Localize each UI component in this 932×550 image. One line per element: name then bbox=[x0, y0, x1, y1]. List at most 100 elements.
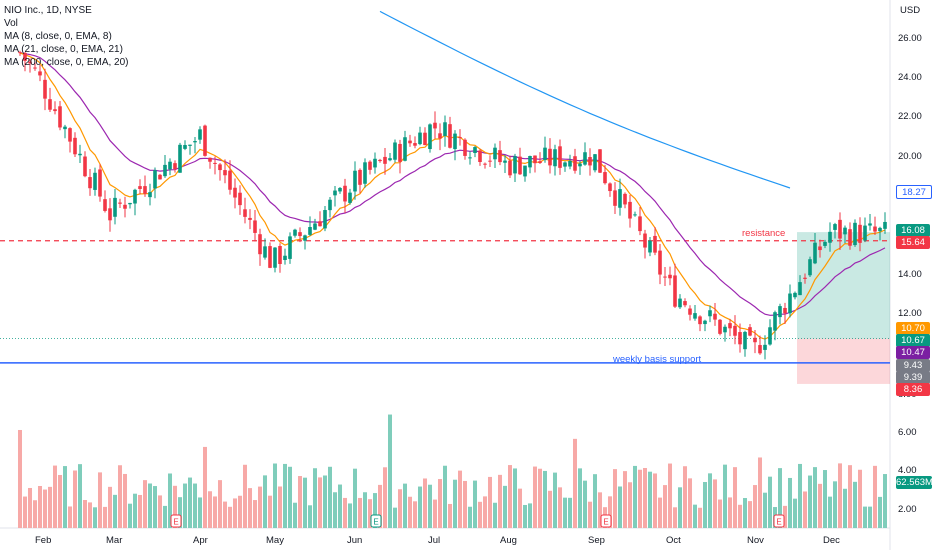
volume-bar bbox=[443, 465, 447, 528]
volume-bar bbox=[663, 485, 667, 528]
volume-bar bbox=[868, 506, 872, 528]
candle bbox=[883, 221, 887, 229]
earnings-label: E bbox=[603, 518, 608, 527]
candle bbox=[583, 152, 587, 165]
candle bbox=[823, 241, 827, 246]
candle bbox=[808, 259, 812, 276]
volume-tick: 4.00 bbox=[898, 465, 917, 476]
candle bbox=[33, 67, 37, 69]
ma8-indicator-label[interactable]: MA (8, close, 0, EMA, 8) bbox=[4, 31, 112, 42]
volume-bar bbox=[188, 477, 192, 528]
price-tick: 14.00 bbox=[898, 269, 922, 280]
candle bbox=[218, 164, 222, 171]
candle bbox=[783, 307, 787, 314]
position-stop-zone bbox=[797, 338, 890, 384]
candle bbox=[688, 308, 692, 315]
candle bbox=[278, 246, 282, 265]
candle bbox=[83, 156, 87, 177]
candle bbox=[343, 185, 347, 202]
volume-bar bbox=[438, 479, 442, 528]
candle bbox=[213, 162, 217, 164]
candle bbox=[388, 158, 392, 161]
candle bbox=[483, 163, 487, 165]
volume-bar bbox=[673, 507, 677, 528]
volume-bar bbox=[863, 506, 867, 528]
volume-bar bbox=[653, 473, 657, 528]
symbol-title[interactable]: NIO Inc., 1D, NYSE bbox=[4, 5, 92, 16]
position-target-zone bbox=[797, 232, 890, 339]
candle bbox=[88, 177, 92, 189]
candle bbox=[413, 143, 417, 146]
volume-bar bbox=[733, 467, 737, 528]
candle bbox=[363, 162, 367, 184]
candle bbox=[318, 221, 322, 227]
candle bbox=[423, 132, 427, 146]
candle bbox=[613, 190, 617, 206]
volume-bar bbox=[658, 497, 662, 528]
volume-bar bbox=[403, 483, 407, 528]
volume-bar bbox=[158, 495, 162, 528]
resistance-label[interactable]: resistance bbox=[742, 228, 786, 239]
candle bbox=[668, 274, 672, 279]
ma200-indicator-label[interactable]: MA (200, close, 0, EMA, 20) bbox=[4, 57, 129, 68]
candle bbox=[508, 160, 512, 176]
entry-price-tag: 9.39 bbox=[896, 371, 930, 384]
volume-bar bbox=[543, 470, 547, 528]
volume-bar bbox=[283, 463, 287, 528]
volume-bar bbox=[358, 497, 362, 528]
volume-bar bbox=[763, 492, 767, 528]
candle bbox=[138, 186, 142, 189]
volume-bar bbox=[93, 507, 97, 528]
volume-bar bbox=[878, 496, 882, 528]
candle bbox=[193, 141, 197, 143]
candle bbox=[398, 143, 402, 162]
volume-bar bbox=[328, 466, 332, 528]
volume-bar bbox=[648, 471, 652, 528]
candle bbox=[203, 125, 207, 156]
volume-bar bbox=[463, 480, 467, 528]
time-tick: May bbox=[266, 535, 284, 546]
volume-bar bbox=[558, 487, 562, 528]
candle bbox=[623, 193, 627, 205]
support-label[interactable]: weekly basis support bbox=[613, 354, 702, 365]
ma8-line bbox=[19, 52, 886, 340]
volume-bar bbox=[693, 504, 697, 528]
candle bbox=[283, 255, 287, 260]
volume-bar bbox=[48, 486, 52, 528]
volume-bar bbox=[718, 499, 722, 528]
candle bbox=[763, 344, 767, 350]
candle bbox=[523, 165, 527, 177]
candle bbox=[683, 301, 687, 306]
volume-bar bbox=[18, 429, 22, 528]
volume-bar bbox=[143, 480, 147, 528]
ma21-indicator-label[interactable]: MA (21, close, 0, EMA, 21) bbox=[4, 44, 123, 55]
candle bbox=[298, 232, 302, 237]
candle bbox=[78, 153, 82, 156]
price-tick: 24.00 bbox=[898, 72, 922, 83]
candle bbox=[163, 164, 167, 177]
candle bbox=[813, 242, 817, 264]
candle bbox=[868, 223, 872, 226]
candle bbox=[98, 169, 102, 197]
volume-bar bbox=[378, 484, 382, 528]
candle bbox=[418, 132, 422, 145]
candle bbox=[178, 144, 182, 173]
volume-bar bbox=[573, 438, 577, 528]
volume-bar bbox=[278, 486, 282, 528]
volume-bar bbox=[353, 468, 357, 528]
candle bbox=[288, 236, 292, 259]
candle bbox=[493, 147, 497, 160]
candle bbox=[393, 142, 397, 160]
volume-bar bbox=[803, 491, 807, 528]
candle bbox=[788, 293, 792, 314]
time-tick: Jun bbox=[347, 535, 363, 546]
vol-indicator-label[interactable]: Vol bbox=[4, 18, 18, 29]
candle bbox=[728, 323, 732, 329]
volume-bar bbox=[58, 474, 62, 528]
volume-bar bbox=[473, 480, 477, 528]
candle bbox=[63, 126, 67, 130]
volume-bar bbox=[228, 506, 232, 528]
candle bbox=[678, 298, 682, 308]
volume-bar bbox=[118, 465, 122, 528]
